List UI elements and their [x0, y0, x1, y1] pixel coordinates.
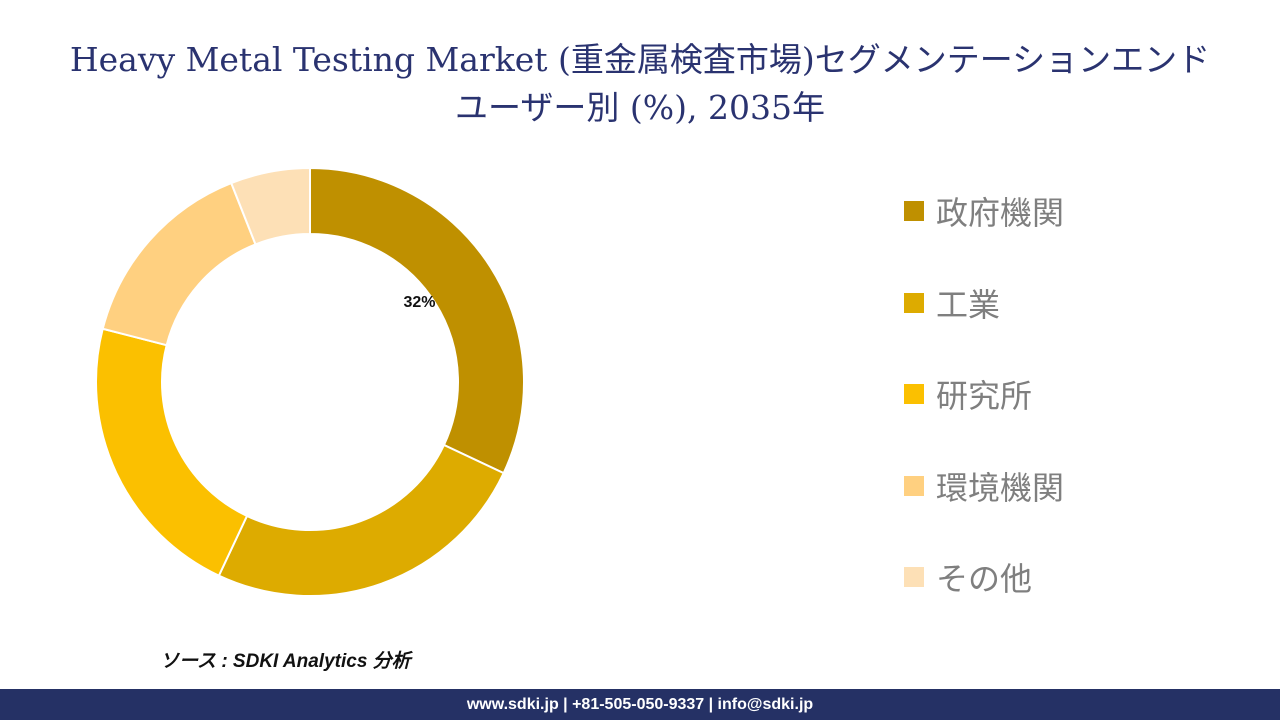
legend-label: その他 — [936, 560, 1033, 598]
source-note: ソース : SDKI Analytics 分析 — [160, 651, 411, 672]
legend-label: 工業 — [936, 285, 1001, 324]
chart-title-line-1: Heavy Metal Testing Market (重金属検査市場)セグメン… — [69, 40, 1211, 79]
legend-swatch — [904, 292, 924, 313]
legend-item: その他 — [904, 554, 1064, 600]
footer-contact: www.sdki.jp | +81-505-050-9337 | info@sd… — [466, 695, 814, 713]
legend-label: 環境機関 — [936, 468, 1065, 507]
legend-swatch — [904, 384, 924, 404]
donut-slice-1 — [309, 166, 525, 475]
legend-label: 政府機関 — [936, 194, 1065, 232]
legend-item: 工業 — [904, 280, 1064, 326]
legend-label: 研究所 — [936, 377, 1033, 415]
donut-slice-5 — [229, 166, 311, 246]
footer-bar: www.sdki.jp | +81-505-050-9337 | info@sd… — [0, 689, 1280, 720]
legend-swatch — [904, 567, 924, 587]
legend-item: 研究所 — [904, 371, 1064, 417]
legend-item: 政府機関 — [904, 188, 1064, 234]
legend-swatch — [904, 475, 924, 496]
donut-slice-3 — [95, 327, 249, 577]
donut-slice-2 — [217, 443, 505, 597]
chart-legend: 政府機関工業研究所環境機関その他 — [904, 188, 1064, 646]
legend-item: 環境機関 — [904, 463, 1064, 509]
donut-chart: 32% — [95, 166, 525, 597]
chart-title: Heavy Metal Testing Market (重金属検査市場)セグメン… — [20, 36, 1260, 132]
legend-swatch — [904, 201, 924, 221]
donut-slice-4 — [101, 181, 257, 347]
donut-data-label-1: 32% — [403, 294, 435, 311]
chart-title-line-2: ユーザー別 (%), 2035年 — [455, 88, 825, 127]
